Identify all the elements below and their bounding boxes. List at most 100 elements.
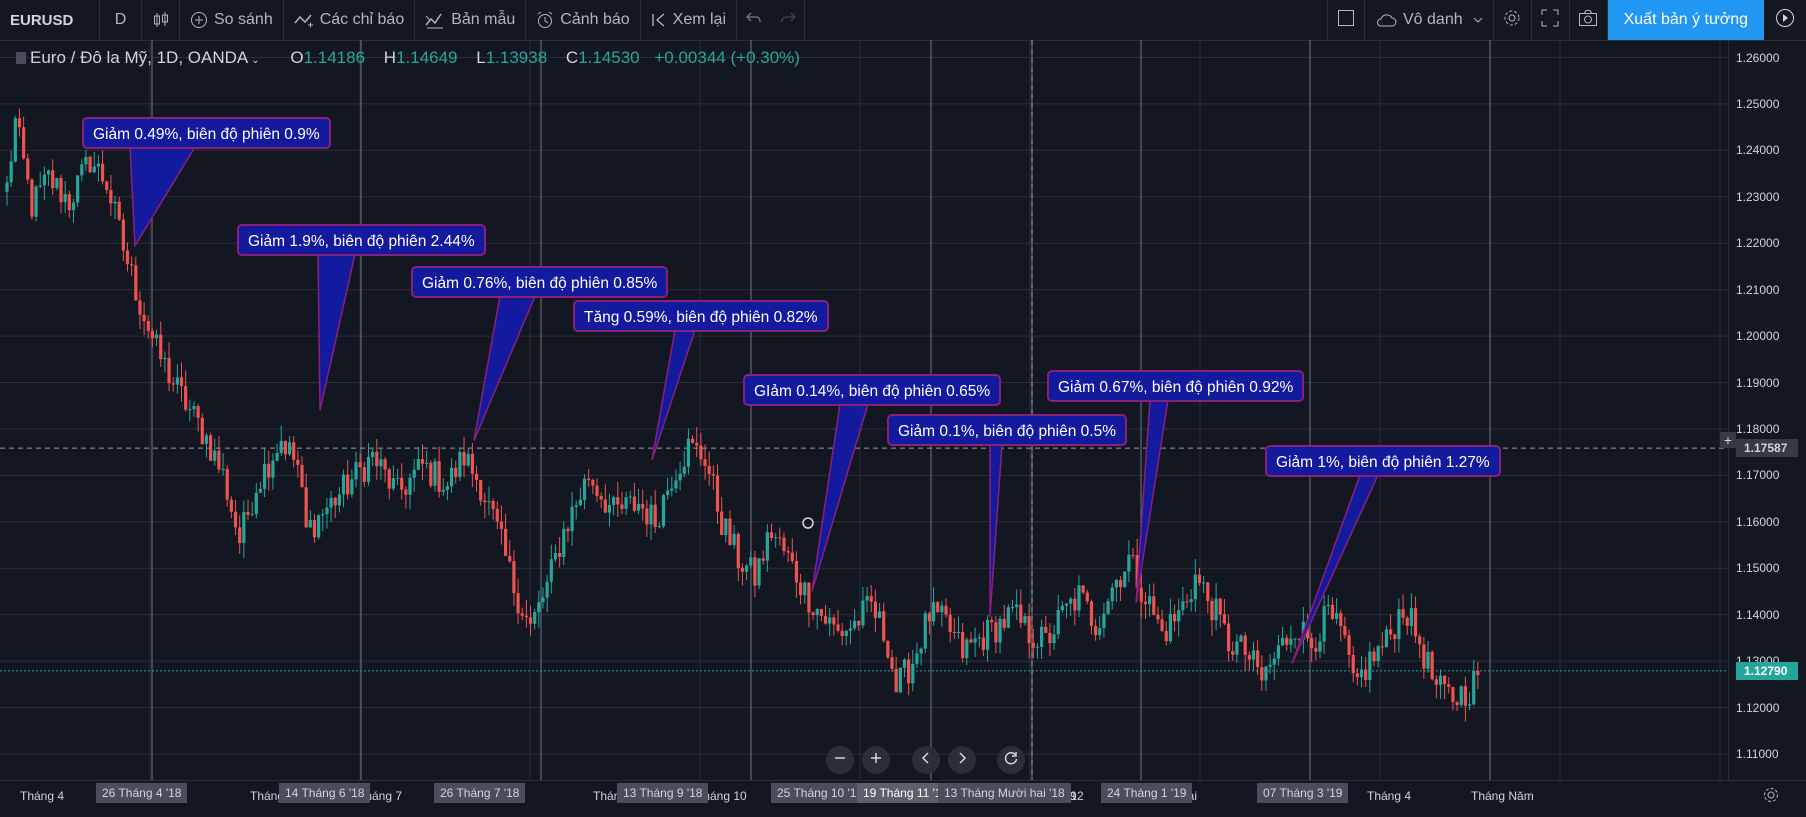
settings-button[interactable]: [1494, 0, 1532, 40]
templates-label: Bản mẫu: [451, 11, 516, 28]
candle-body: [1098, 628, 1102, 636]
snapshot-button[interactable]: [1570, 0, 1608, 40]
candle-body: [63, 194, 67, 203]
candle-body: [666, 490, 670, 496]
scroll-right-button[interactable]: [948, 746, 976, 774]
candle-body: [686, 438, 691, 467]
candle-body: [354, 462, 358, 480]
legend-title[interactable]: Euro / Đô la Mỹ, 1D, OANDA: [30, 48, 249, 67]
candle-body: [728, 518, 732, 546]
fullscreen-button[interactable]: [1532, 0, 1570, 40]
event-date-label: 24 Tháng 1 '19: [1101, 783, 1193, 803]
scroll-left-button[interactable]: [912, 746, 940, 774]
candle-body: [524, 615, 528, 618]
candle-body: [504, 528, 508, 556]
time-axis[interactable]: [0, 780, 1806, 817]
redo-button[interactable]: [771, 0, 806, 40]
candle-body: [994, 622, 998, 643]
price-axis[interactable]: [1728, 40, 1806, 780]
reset-chart-button[interactable]: [997, 746, 1025, 774]
candle-body: [1310, 638, 1314, 649]
legend-low-label: L: [476, 48, 486, 67]
settings-gear-icon[interactable]: [1762, 786, 1780, 809]
candle-body: [1077, 585, 1081, 611]
candle-body: [578, 499, 582, 506]
candle-body: [184, 386, 188, 410]
save-layout-button[interactable]: Vô danh: [1365, 0, 1494, 40]
play-button[interactable]: [1764, 0, 1806, 40]
candle-body: [479, 479, 483, 501]
candle-body: [595, 485, 599, 497]
candle-body: [1139, 587, 1143, 602]
candle-body: [375, 451, 379, 467]
annotation-callout[interactable]: Giảm 1.9%, biên độ phiên 2.44%: [237, 224, 486, 256]
candle-body: [1019, 604, 1023, 624]
compare-button[interactable]: So sánh: [180, 0, 284, 40]
price-tick-label: 1.21000: [1736, 282, 1780, 297]
candle-body: [304, 487, 308, 528]
alerts-button[interactable]: Cảnh báo: [526, 0, 641, 40]
candle-body: [26, 158, 30, 180]
candle-body: [188, 409, 192, 411]
candle-body: [1293, 638, 1297, 640]
candle-body: [558, 553, 562, 558]
candle-body: [869, 596, 873, 602]
candle-body: [732, 533, 736, 546]
annotation-callout[interactable]: Giảm 0.76%, biên độ phiên 0.85%: [411, 266, 669, 298]
candle-body: [965, 639, 969, 659]
candle-body: [985, 619, 990, 650]
candle-body: [1314, 648, 1318, 652]
candle-body: [1326, 604, 1330, 607]
zoom-in-button[interactable]: [862, 746, 890, 774]
candle-body: [765, 532, 769, 561]
annotation-callout[interactable]: Giảm 1%, biên độ phiên 1.27%: [1265, 445, 1501, 477]
annotation-callout[interactable]: Tăng 0.59%, biên độ phiên 0.82%: [573, 300, 829, 332]
annotation-callout[interactable]: Giảm 0.67%, biên độ phiên 0.92%: [1047, 370, 1305, 402]
candle-body: [1127, 554, 1131, 572]
candle-body: [848, 628, 853, 631]
candle-body: [1048, 632, 1052, 644]
candle-body: [192, 406, 196, 410]
layout-toggle-button[interactable]: [1327, 0, 1365, 40]
candle-body: [670, 488, 674, 491]
candle-body: [1380, 646, 1384, 648]
zoom-out-button[interactable]: [826, 746, 854, 774]
symbol-search-button[interactable]: EURUSD: [0, 0, 100, 40]
publish-idea-button[interactable]: Xuất bản ý tưởng: [1607, 0, 1764, 40]
candle-body: [420, 458, 425, 464]
annotation-callout[interactable]: Giảm 0.1%, biên độ phiên 0.5%: [887, 414, 1127, 446]
candles-icon: [152, 11, 170, 29]
candle-body: [159, 334, 163, 360]
last-price-tag: 1.12790: [1736, 661, 1798, 680]
event-date-label: 26 Tháng 7 '18: [434, 783, 526, 803]
price-chart[interactable]: [0, 40, 1728, 780]
indicators-button[interactable]: Các chỉ báo: [284, 0, 416, 40]
candle-body: [653, 504, 657, 527]
candle-body: [815, 609, 819, 616]
candle-body: [1330, 604, 1335, 619]
templates-button[interactable]: Bản mẫu: [415, 0, 527, 40]
candle-body: [38, 185, 42, 187]
add-level-icon[interactable]: +: [1720, 432, 1736, 448]
undo-button[interactable]: [737, 0, 771, 40]
candle-body: [217, 450, 221, 470]
replay-button[interactable]: Xem lại: [641, 0, 738, 40]
candle-body: [915, 653, 919, 664]
publish-label: Xuất bản ý tưởng: [1623, 11, 1748, 28]
candle-body: [1069, 598, 1073, 604]
price-tick-label: 1.23000: [1736, 189, 1780, 204]
candle-body: [1434, 679, 1438, 685]
candle-body: [100, 163, 105, 182]
annotation-callout[interactable]: Giảm 0.49%, biên độ phiên 0.9%: [82, 117, 331, 149]
interval-button[interactable]: D: [100, 0, 142, 40]
candle-body: [1256, 650, 1260, 668]
candle-body: [753, 557, 757, 586]
price-tick-label: 1.17000: [1736, 468, 1780, 483]
candle-body: [973, 638, 977, 643]
candle-body: [213, 450, 217, 461]
chart-style-button[interactable]: [142, 0, 180, 40]
candle-body: [828, 617, 832, 624]
candle-body: [865, 596, 869, 601]
annotation-callout[interactable]: GIảm 0.14%, biên độ phiên 0.65%: [743, 374, 1002, 406]
candle-body: [204, 435, 209, 444]
